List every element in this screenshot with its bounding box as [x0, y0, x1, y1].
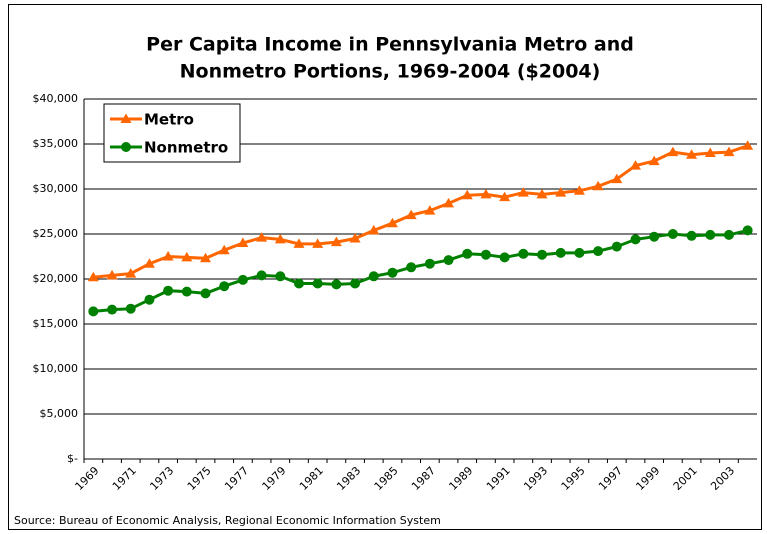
point: [742, 225, 753, 236]
point: [386, 217, 398, 228]
point: [574, 247, 585, 258]
point: [181, 251, 193, 262]
y-tick-label: $10,000: [33, 362, 79, 375]
point: [723, 229, 734, 240]
point: [274, 233, 286, 244]
point: [686, 149, 698, 159]
point: [106, 269, 118, 280]
legend-label: Nonmetro: [144, 139, 228, 157]
chart-title: Nonmetro Portions, 1969-2004 ($2004): [180, 61, 601, 83]
y-tick-label: $15,000: [33, 317, 79, 330]
point: [517, 187, 529, 197]
point: [480, 249, 491, 260]
point: [143, 258, 155, 268]
point: [704, 147, 716, 157]
y-tick-label: $40,000: [33, 92, 79, 105]
point: [424, 258, 435, 269]
point: [331, 279, 342, 290]
point: [592, 180, 604, 191]
legend-marker: [121, 142, 131, 152]
point: [667, 146, 679, 157]
point: [163, 285, 174, 296]
legend-marker: [120, 113, 132, 123]
chart-title: Per Capita Income in Pennsylvania Metro …: [146, 34, 634, 56]
point: [312, 238, 324, 248]
point: [200, 288, 211, 299]
point: [293, 238, 305, 248]
point: [461, 189, 473, 200]
point: [256, 270, 267, 281]
legend-label: Metro: [144, 111, 194, 129]
point: [555, 247, 566, 258]
point: [723, 146, 735, 157]
point: [368, 224, 380, 235]
point: [424, 205, 436, 215]
point: [256, 232, 268, 242]
y-tick-label: $25,000: [33, 227, 79, 240]
point: [88, 306, 99, 317]
point: [555, 187, 567, 197]
point: [237, 274, 248, 285]
y-tick-label: $-: [67, 452, 78, 465]
point: [107, 304, 118, 315]
point: [349, 233, 361, 243]
point: [181, 286, 192, 297]
point: [125, 268, 137, 278]
point: [312, 278, 323, 289]
point: [443, 255, 454, 266]
point: [499, 191, 511, 202]
point: [162, 251, 174, 261]
point: [368, 271, 379, 282]
point: [387, 267, 398, 278]
point: [536, 188, 548, 199]
series-line: [93, 144, 749, 279]
point: [480, 188, 492, 199]
point: [443, 197, 455, 208]
point: [648, 155, 660, 166]
legend-box: [103, 103, 241, 163]
point: [611, 241, 622, 252]
point: [275, 271, 286, 282]
y-tick-label: $30,000: [33, 182, 79, 195]
point: [144, 294, 155, 305]
point: [593, 246, 604, 257]
chart-frame: [8, 4, 762, 530]
y-tick-label: $20,000: [33, 272, 79, 285]
point: [293, 278, 304, 289]
point: [499, 252, 510, 263]
point: [87, 271, 99, 282]
point: [705, 229, 716, 240]
point: [218, 244, 230, 255]
point: [649, 231, 660, 242]
point: [630, 234, 641, 245]
point: [125, 303, 136, 314]
point: [330, 236, 342, 247]
point: [629, 160, 641, 170]
point: [686, 230, 697, 241]
point: [237, 237, 249, 247]
point: [350, 278, 361, 289]
point: [219, 281, 230, 292]
point: [518, 248, 529, 259]
point: [537, 249, 548, 260]
point: [742, 140, 754, 150]
source-note: Source: Bureau of Economic Analysis, Reg…: [14, 514, 441, 527]
y-tick-label: $35,000: [33, 137, 79, 150]
point: [406, 262, 417, 273]
point: [405, 209, 417, 220]
point: [462, 248, 473, 259]
point: [200, 252, 212, 263]
y-tick-label: $5,000: [40, 407, 79, 420]
point: [667, 229, 678, 239]
point: [611, 173, 623, 184]
point: [573, 185, 585, 195]
